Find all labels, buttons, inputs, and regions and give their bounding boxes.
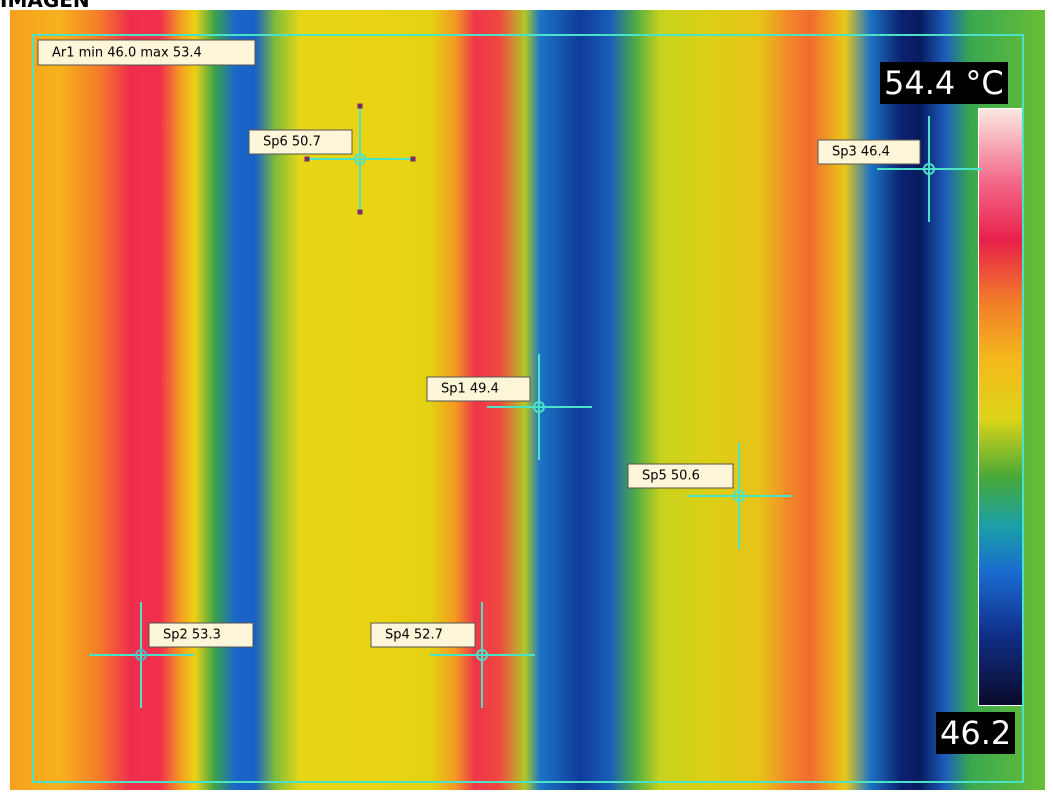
- spot-label: Sp5 50.6: [642, 469, 700, 484]
- handle: [410, 156, 416, 162]
- scale-min: 46.2: [936, 712, 1016, 754]
- spot-label-box: [817, 139, 921, 165]
- crosshair-center: [354, 153, 366, 165]
- spot-label: Sp6 50.7: [263, 135, 321, 150]
- handle: [357, 209, 363, 215]
- scale-max: 54.4 °C: [880, 62, 1008, 104]
- spot-label-box: [627, 463, 734, 489]
- crosshair-center: [135, 649, 147, 661]
- area-label: Ar1 min 46.0 max 53.4: [52, 46, 202, 61]
- spot-label: Sp4 52.7: [385, 628, 443, 643]
- spot-label-box: [426, 376, 531, 402]
- handle: [357, 103, 363, 109]
- color-scale: [978, 108, 1024, 706]
- crosshair-center: [923, 163, 935, 175]
- spot-label: Sp3 46.4: [832, 145, 890, 160]
- handle: [304, 156, 310, 162]
- crosshair-center: [733, 490, 745, 502]
- area-border: [32, 34, 1024, 783]
- spot-label-box: [370, 622, 476, 648]
- spot-label-box: [248, 129, 353, 155]
- crosshair-center: [476, 649, 488, 661]
- crosshair-center: [533, 401, 545, 413]
- area-label-box: [37, 39, 256, 66]
- title: IMAGEN: [0, 0, 90, 12]
- spot-label-box: [148, 622, 254, 648]
- spot-label: Sp2 53.3: [163, 628, 221, 643]
- spot-label: Sp1 49.4: [441, 382, 499, 397]
